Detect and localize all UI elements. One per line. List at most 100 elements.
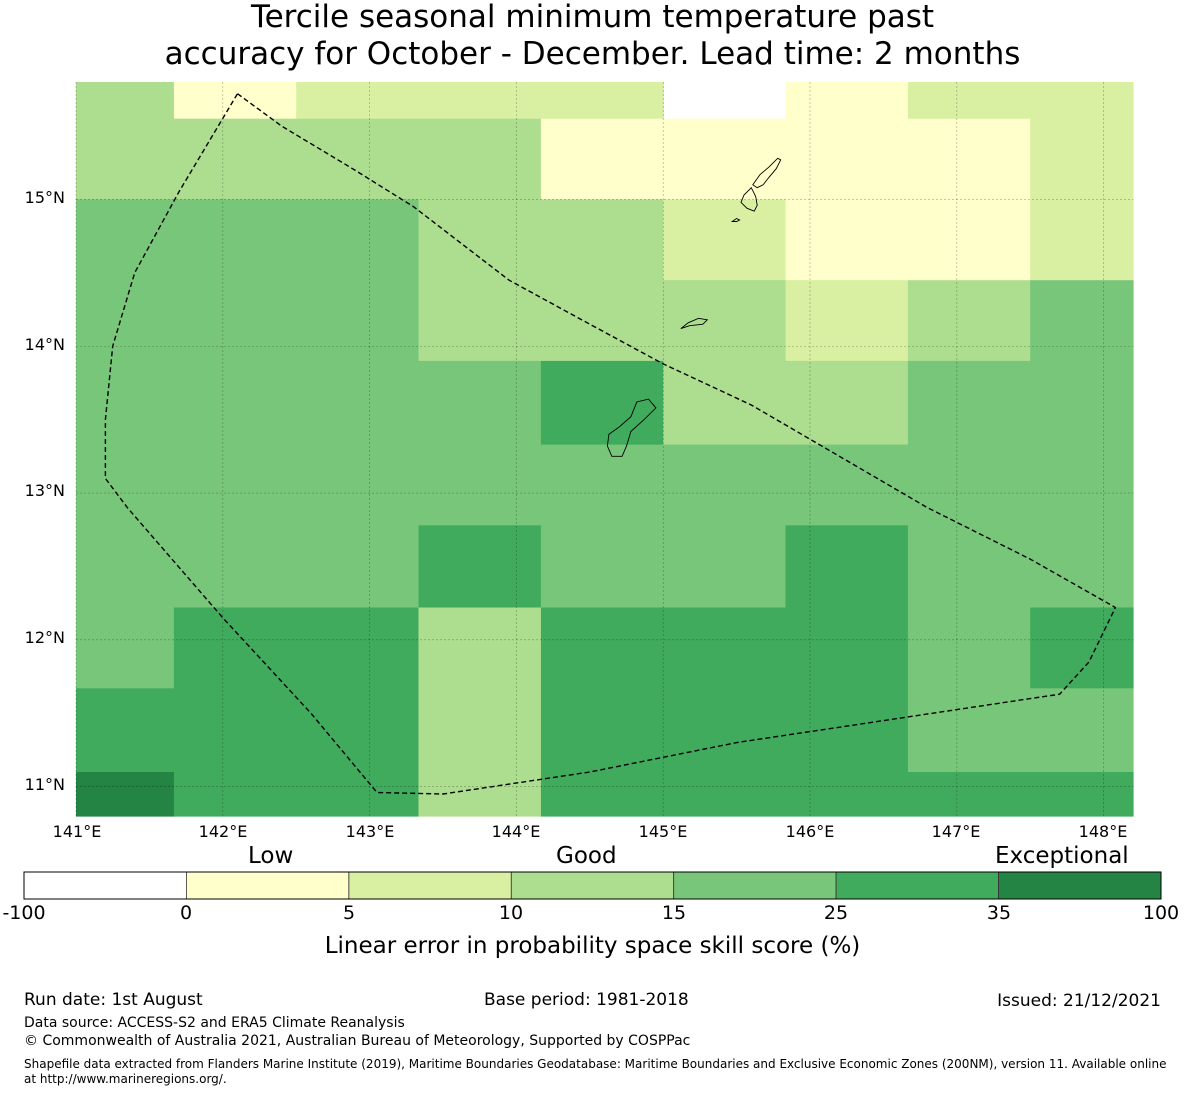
lat-label-12n: 12°N — [24, 628, 65, 647]
skill-cell — [663, 118, 787, 200]
lon-label-148e: 148°E — [1078, 822, 1128, 841]
skill-cell — [907, 525, 1031, 609]
skill-cell — [76, 199, 175, 281]
island-outline — [680, 317, 709, 330]
skill-cell — [76, 444, 175, 526]
skill-cell — [296, 199, 420, 281]
skill-cell — [907, 444, 1031, 526]
colorbar-segment — [348, 871, 512, 900]
skill-cell — [785, 360, 909, 446]
skill-cell — [76, 280, 175, 362]
lon-label-146e: 146°E — [785, 822, 835, 841]
skill-cell — [540, 444, 664, 526]
colorbar-tick: -100 — [2, 902, 46, 924]
skill-cell — [173, 82, 297, 120]
skill-cell — [173, 118, 297, 200]
colorbar-word-good: Good — [556, 843, 617, 869]
skill-cell — [173, 525, 297, 609]
skill-cell — [173, 688, 297, 773]
skill-cell — [418, 360, 542, 446]
lon-label-143e: 143°E — [345, 822, 395, 841]
skill-cell — [540, 118, 664, 200]
skill-cell — [418, 118, 542, 200]
skill-cell — [785, 525, 909, 609]
skill-cell — [907, 360, 1031, 446]
issued-date: Issued: 21/12/2021 — [997, 991, 1161, 1011]
skill-cell — [540, 199, 664, 281]
skill-cell — [296, 607, 420, 689]
colorbar-segment — [510, 871, 675, 900]
island-outline — [730, 217, 741, 222]
skill-cell — [540, 607, 664, 689]
lat-label-13n: 13°N — [24, 481, 65, 500]
skill-cell — [540, 82, 664, 120]
skill-cell — [296, 360, 420, 446]
skill-cell — [907, 688, 1031, 773]
skill-cell — [173, 444, 297, 526]
colorbar-tick: 0 — [179, 902, 193, 924]
colorbar-tick: 100 — [1142, 902, 1180, 924]
skill-cell — [663, 525, 787, 609]
colorbar-segment — [23, 871, 187, 900]
skill-cell — [907, 772, 1031, 817]
skill-cell — [418, 444, 542, 526]
colorbar-segment — [185, 871, 350, 900]
skill-cell — [663, 688, 787, 773]
skill-cell — [1030, 118, 1134, 200]
colorbar — [23, 871, 1162, 900]
skill-cell — [663, 280, 787, 362]
colorbar-tick: 25 — [823, 902, 849, 924]
skill-cell — [173, 280, 297, 362]
skill-cell — [76, 360, 175, 446]
colorbar-segment — [673, 871, 837, 900]
skill-cell — [540, 525, 664, 609]
skill-cell — [296, 525, 420, 609]
skill-cell — [785, 688, 909, 773]
colorbar-word-low: Low — [248, 843, 294, 869]
colorbar-tick: 15 — [661, 902, 687, 924]
colorbar-outline — [23, 871, 1162, 900]
skill-cell — [785, 772, 909, 817]
skill-cell — [785, 607, 909, 689]
skill-cell — [418, 607, 542, 689]
skill-cell — [663, 772, 787, 817]
skill-cell — [785, 199, 909, 281]
skill-cell — [663, 607, 787, 689]
skill-cell — [1030, 607, 1134, 689]
skill-cell — [540, 772, 664, 817]
skill-cell — [785, 280, 909, 362]
colorbar-word-exceptional: Exceptional — [995, 843, 1129, 869]
island-outline — [752, 157, 782, 189]
colorbar-title: Linear error in probability space skill … — [324, 933, 861, 959]
colorbar-tick: 10 — [498, 902, 524, 924]
skill-cell — [76, 82, 175, 120]
lon-label-144e: 144°E — [491, 822, 541, 841]
skill-cell — [296, 772, 420, 817]
graticule — [75, 82, 1133, 816]
skill-cell — [785, 118, 909, 200]
skill-cell — [540, 360, 664, 446]
skill-cell — [76, 525, 175, 609]
skill-cell — [418, 525, 542, 609]
skill-cell — [1030, 280, 1134, 362]
skill-cell — [76, 772, 175, 817]
lon-label-141e: 141°E — [52, 822, 102, 841]
skill-cell — [418, 688, 542, 773]
skill-cell — [418, 199, 542, 281]
skill-cell — [296, 444, 420, 526]
islands — [606, 157, 782, 457]
skill-cell — [540, 688, 664, 773]
island-outline — [606, 398, 657, 457]
skill-cell — [540, 280, 664, 362]
data-source: Data source: ACCESS-S2 and ERA5 Climate … — [24, 1015, 405, 1031]
skill-cell — [663, 444, 787, 526]
lon-label-147e: 147°E — [931, 822, 981, 841]
island-outline — [740, 186, 758, 212]
skill-cell — [907, 607, 1031, 689]
skill-cell — [663, 199, 787, 281]
skill-cell — [173, 360, 297, 446]
skill-cell — [907, 199, 1031, 281]
skill-cell — [173, 199, 297, 281]
skill-cell — [173, 772, 297, 817]
skill-cell — [296, 118, 420, 200]
